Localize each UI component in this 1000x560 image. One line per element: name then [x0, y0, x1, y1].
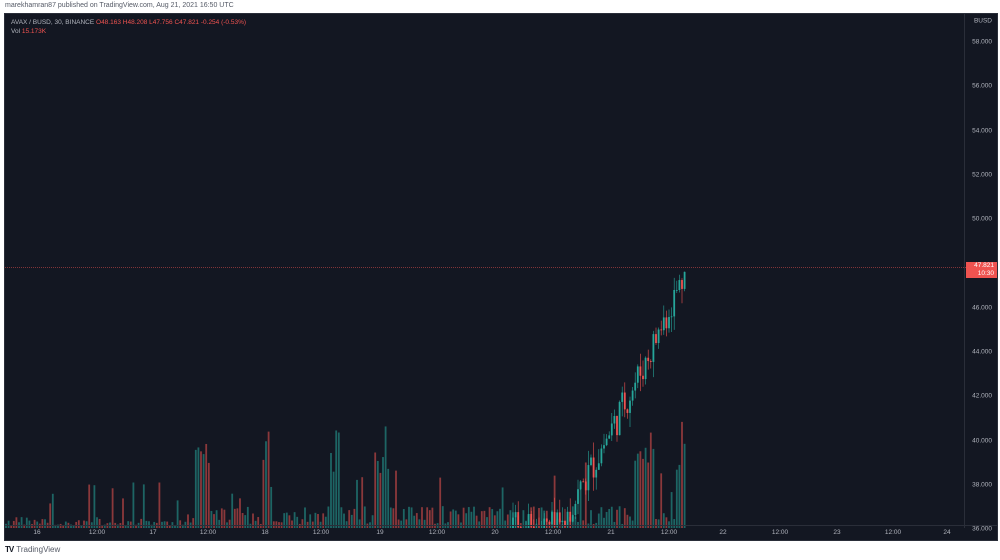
low-value: L47.756: [149, 19, 173, 26]
symbol-label[interactable]: AVAX / BUSD, 30, BINANCE: [11, 19, 95, 26]
time-tick: 12:00: [660, 529, 678, 536]
price-tick: 56.000: [972, 82, 992, 90]
current-price: 47.821: [974, 262, 994, 270]
time-tick: 12:00: [312, 529, 330, 536]
publish-info: marekhamran87 published on TradingView.c…: [5, 2, 234, 9]
chart-legend: AVAX / BUSD, 30, BINANCE O48.163 H48.208…: [11, 18, 246, 36]
open-value: O48.163: [96, 19, 121, 26]
time-tick: 12:00: [884, 529, 902, 536]
time-tick: 12:00: [199, 529, 217, 536]
tradingview-logo[interactable]: TV TradingView: [5, 545, 60, 554]
time-tick: 19: [376, 529, 384, 536]
time-tick: 12:00: [544, 529, 562, 536]
tradingview-logo-text: TradingView: [16, 545, 61, 554]
time-tick: 12:00: [428, 529, 446, 536]
tradingview-logo-icon: TV: [5, 545, 14, 554]
price-axis[interactable]: BUSD 47.821 10:30 58.000 56.000 54.000 52.0…: [964, 14, 997, 533]
time-tick: 12:00: [88, 529, 106, 536]
volume-label: Vol: [11, 28, 21, 35]
time-tick: 24: [943, 529, 951, 536]
price-tick: 36.000: [972, 525, 992, 533]
time-tick: 18: [261, 529, 269, 536]
close-value: C47.821: [174, 19, 200, 26]
volume-value: 15.173K: [21, 28, 47, 35]
time-tick: 23: [833, 529, 841, 536]
time-tick: 21: [607, 529, 615, 536]
time-tick: 20: [491, 529, 499, 536]
bar-countdown: 10:30: [977, 270, 994, 278]
time-tick: 22: [719, 529, 727, 536]
price-tick: 54.000: [972, 127, 992, 135]
price-tick: 46.000: [972, 304, 992, 312]
current-price-badge: 47.821 10:30: [966, 262, 997, 279]
price-tick: 38.000: [972, 481, 992, 489]
price-tick: 44.000: [972, 348, 992, 356]
time-axis[interactable]: 16 12:00 17 12:00 18 12:00 19 12:00 20 12:00 21 12:…: [5, 525, 997, 540]
candlestick-plot[interactable]: [5, 14, 967, 528]
time-tick: 12:00: [771, 529, 789, 536]
price-tick: 58.000: [972, 38, 992, 46]
high-value: H48.208: [122, 19, 148, 26]
currency-label: BUSD: [973, 17, 992, 25]
time-tick: 16: [33, 529, 41, 536]
time-tick: 17: [149, 529, 157, 536]
price-tick: 40.000: [972, 437, 992, 445]
price-tick: 50.000: [972, 215, 992, 223]
price-tick: 42.000: [972, 392, 992, 400]
chart-frame[interactable]: AVAX / BUSD, 30, BINANCE O48.163 H48.208…: [4, 13, 998, 541]
change-value: -0.254 (-0.53%): [200, 19, 247, 26]
price-tick: 52.000: [972, 171, 992, 179]
